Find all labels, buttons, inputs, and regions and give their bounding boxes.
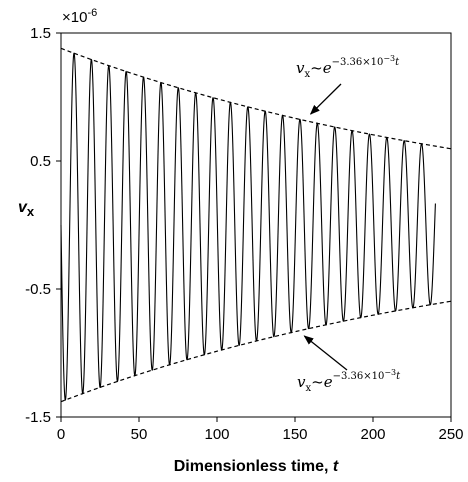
series-layer [60, 47, 452, 403]
envelope-lower-line [60, 300, 452, 403]
ticks-layer: 0 50 100 150 200 250 1.5 0.5 -0.5 -1.5 [25, 25, 463, 443]
y-tick-label: 1.5 [30, 25, 51, 42]
envelope-upper-line [60, 47, 452, 150]
annotation-upper-arrow [309, 83, 342, 115]
x-tick-label: 250 [438, 426, 463, 443]
y-axis-title: vx [18, 199, 35, 219]
annotation-upper: vx~e−3.36×10−3t [296, 54, 400, 115]
annotation-lower-arrow [303, 335, 348, 371]
x-tick-label: 0 [57, 426, 65, 443]
annotation-lower-label: vx~e−3.36×10−3t [297, 368, 401, 394]
annotation-layer: vx~e−3.36×10−3t vx~e−3.36×10−3t [296, 54, 401, 394]
annotation-upper-label: vx~e−3.36×10−3t [296, 54, 400, 80]
x-tick-label: 100 [204, 426, 229, 443]
y-tick-label: -0.5 [25, 281, 51, 298]
oscillation-line [60, 52, 436, 401]
y-multiplier: ×10-6 [62, 7, 97, 26]
annotation-lower: vx~e−3.36×10−3t [297, 335, 401, 394]
y-tick-label: 0.5 [30, 153, 51, 170]
x-tick-label: 50 [131, 426, 148, 443]
y-tick-label: -1.5 [25, 409, 51, 426]
x-tick-label: 200 [360, 426, 385, 443]
x-tick-label: 150 [282, 426, 307, 443]
x-axis-title: Dimensionless time, t [174, 458, 339, 475]
